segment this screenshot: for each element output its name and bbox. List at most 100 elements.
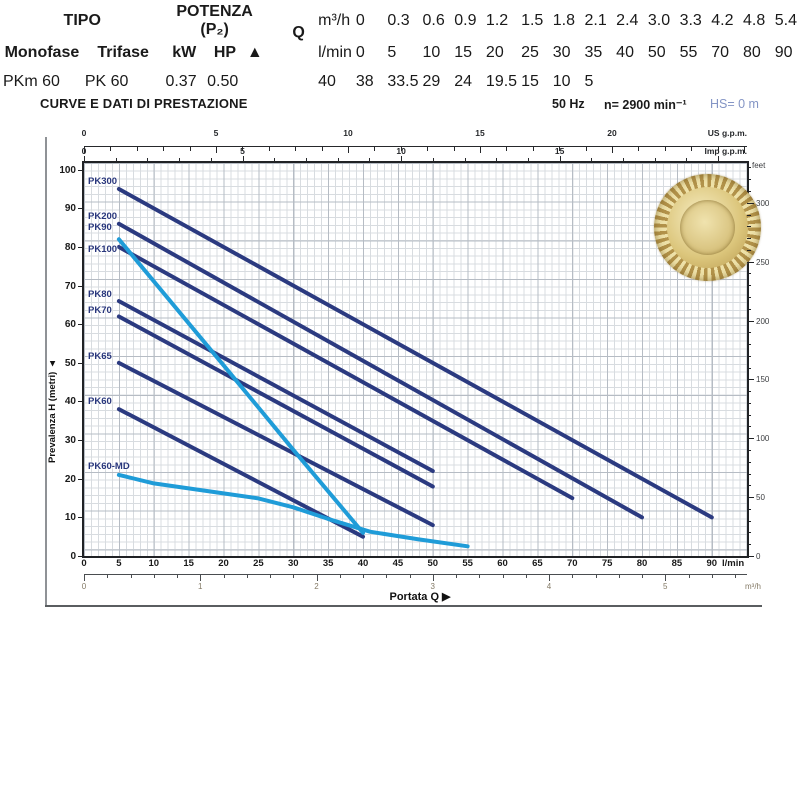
clipped-row-cell — [453, 96, 483, 104]
imp-gpm-tick — [464, 158, 466, 162]
h-axis-tick-label: 90 — [64, 203, 76, 215]
lmin-row-header: l/min — [318, 44, 352, 61]
m3h-tick — [688, 575, 690, 578]
imp-gpm-tick — [591, 158, 593, 162]
flow-lmin-value: 20 — [485, 44, 504, 61]
clipped-row-cell — [206, 96, 244, 104]
imp-gpm-tick — [432, 158, 434, 162]
lmin-tick-label: 75 — [601, 558, 613, 569]
feet-tick — [747, 391, 751, 393]
pump-model-trifase: PK 60 — [84, 73, 129, 90]
head-value — [647, 70, 677, 94]
clipped-row-cell — [647, 96, 677, 104]
feet-tick — [747, 426, 751, 428]
us-gpm-tick-label: 20 — [607, 128, 617, 138]
imp-gpm-tick-label: 10 — [396, 146, 406, 156]
m3h-tick — [177, 575, 178, 578]
spacer-column — [267, 2, 280, 64]
us-gpm-tick — [453, 147, 455, 151]
tipo-header: TIPO — [63, 12, 101, 29]
head-value: 29 — [422, 73, 441, 90]
h-axis-tick — [78, 285, 84, 287]
curve-label-PK200: PK200 — [88, 210, 118, 222]
us-gpm-tick — [559, 147, 561, 151]
m3h-tick — [153, 575, 155, 578]
us-gpm-tick — [348, 147, 349, 153]
lmin-tick-label: 55 — [462, 558, 473, 569]
flow-m3h-value: 4.2 — [711, 12, 734, 29]
feet-tick — [747, 544, 751, 546]
m3h-tick — [572, 575, 574, 578]
m3h-tick — [386, 575, 388, 578]
impeller-hub — [690, 210, 725, 245]
imp-gpm-tick — [337, 158, 339, 162]
feet-tick — [747, 202, 754, 204]
m3h-tick — [642, 575, 643, 578]
h-axis-tick — [78, 324, 84, 326]
curve-label-PK300: PK300 — [88, 176, 118, 188]
h-axis-tick-label: 100 — [59, 164, 76, 176]
flow-lmin-value: 0 — [355, 44, 365, 61]
m3h-tick — [107, 575, 109, 578]
feet-tick — [747, 320, 754, 322]
us-gpm-tick-label: 10 — [343, 128, 353, 138]
h-axis-tick — [78, 401, 84, 403]
head-value: 33.5 — [387, 73, 419, 90]
feet-tick-label: 150 — [756, 375, 770, 385]
us-gpm-tick — [321, 147, 323, 151]
hp-header: HP — [213, 44, 237, 61]
us-gpm-axis-line — [84, 146, 747, 147]
feet-tick — [747, 532, 751, 534]
power-hp-value: 0.50 — [207, 73, 239, 90]
head-value — [615, 70, 645, 94]
speed-label: n= 2900 min⁻¹ — [604, 98, 687, 112]
flow-m3h-value: 2.4 — [616, 12, 639, 29]
m3h-tick — [665, 575, 667, 581]
head-value: 38 — [355, 73, 374, 90]
head-value: 15 — [521, 73, 539, 90]
m3h-tick — [270, 575, 271, 578]
lmin-tick-label: 85 — [671, 558, 683, 569]
feet-tick — [747, 226, 751, 228]
us-gpm-tick — [400, 147, 402, 151]
lmin-tick-label: 0 — [81, 558, 87, 569]
m3h-tick-label: 2 — [314, 582, 319, 591]
m3h-tick-label: 5 — [663, 582, 668, 591]
us-gpm-tick — [216, 147, 217, 153]
h-axis-tick-label: 10 — [64, 512, 76, 524]
imp-gpm-tick-label: 0 — [81, 146, 87, 156]
clipped-row-cell — [246, 96, 265, 104]
m3h-tick — [456, 575, 457, 578]
clipped-row-cell — [267, 96, 280, 104]
clipped-row-cell — [552, 96, 582, 104]
flow-m3h-value: 0.6 — [422, 12, 445, 29]
lmin-tick-label: 65 — [532, 558, 543, 569]
feet-tick — [747, 450, 751, 452]
h-axis-tick — [78, 246, 84, 248]
clipped-row-cell — [615, 96, 645, 104]
imp-gpm-tick — [274, 158, 276, 162]
h-axis-tick — [78, 440, 84, 442]
head-value — [742, 70, 772, 94]
flow-m3h-value: 0.3 — [387, 12, 410, 29]
head-value — [679, 70, 709, 94]
h-axis-tick-label: 30 — [64, 435, 76, 447]
clipped-row-cell — [386, 96, 419, 104]
feet-tick — [747, 520, 751, 522]
flow-lmin-value: 15 — [454, 44, 473, 61]
curve-arrow-header: ▲ — [246, 44, 263, 61]
us-gpm-tick — [585, 147, 587, 151]
feet-tick — [747, 367, 751, 369]
feet-tick — [747, 402, 751, 404]
imp-gpm-tick — [718, 156, 720, 162]
q-header: Q — [292, 24, 305, 41]
clipped-row-cell — [164, 96, 204, 104]
feet-tick-label: 200 — [756, 316, 770, 326]
us-gpm-tick — [189, 147, 191, 151]
h-axis-tick — [78, 362, 84, 364]
flow-lmin-value: 70 — [711, 44, 730, 61]
curve-label-PK90: PK90 — [88, 222, 112, 234]
clipped-row-cell — [84, 96, 163, 104]
lmin-tick-label: 40 — [357, 558, 369, 569]
